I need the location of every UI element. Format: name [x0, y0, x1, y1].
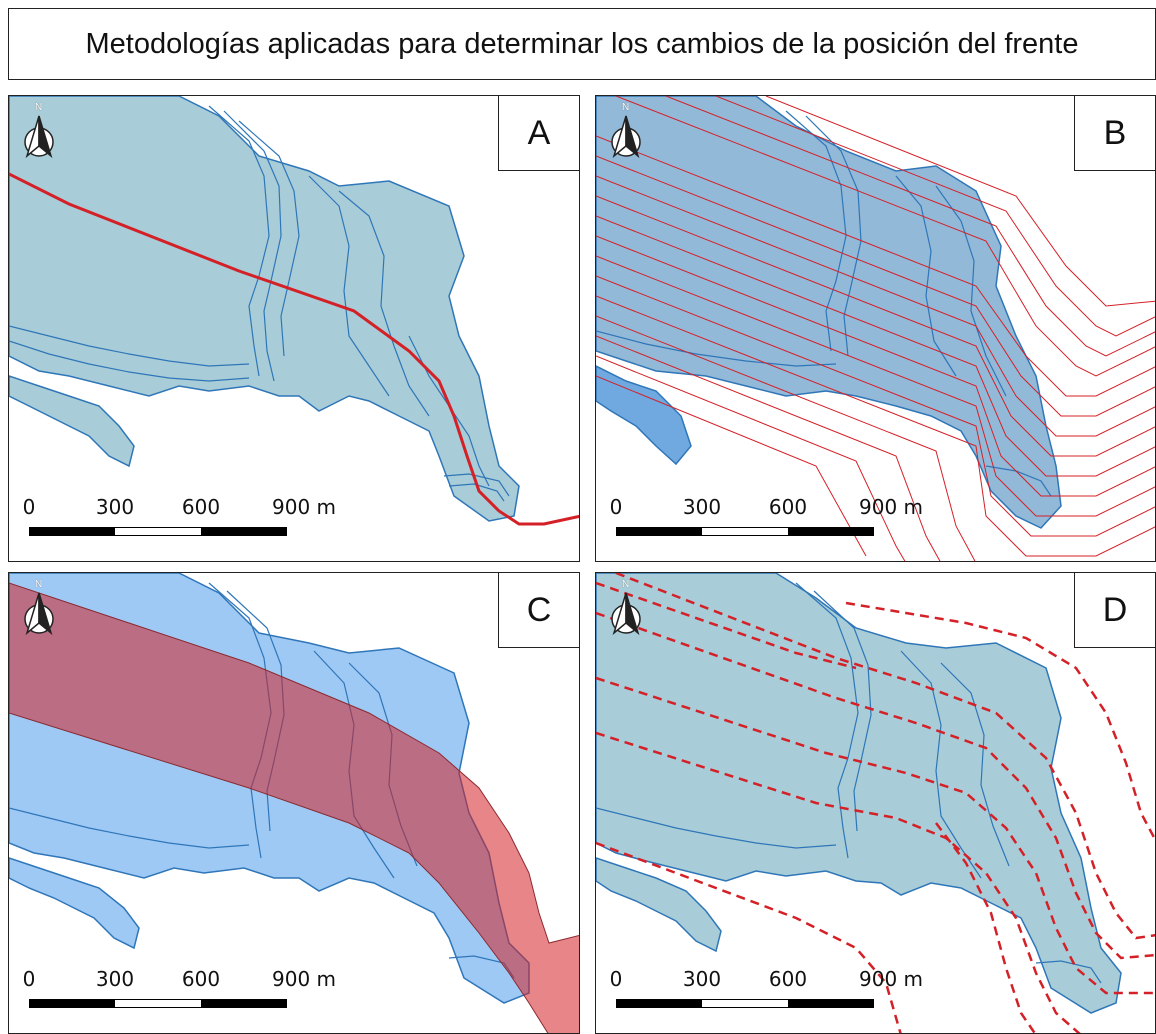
panel-label-b: B	[1074, 96, 1155, 171]
glacier-outlines	[596, 96, 1062, 529]
scale-tick: 0	[609, 495, 623, 519]
scale-tick: 900 m	[858, 495, 924, 519]
scale-tick: 300	[682, 967, 722, 991]
map-panel-a: N 0 300 600 900 m A	[8, 95, 580, 562]
scale-tick: 0	[22, 967, 36, 991]
map-canvas-d	[596, 573, 1155, 1033]
scale-tick: 900 m	[271, 495, 337, 519]
map-panel-c: N 0 300 600 900 m C	[8, 572, 580, 1034]
north-arrow-icon: N	[19, 579, 59, 639]
map-canvas-a	[9, 96, 579, 526]
scale-bar: 0 300 600 900 m	[606, 495, 923, 545]
centerline-path	[9, 172, 579, 526]
north-arrow-icon: N	[19, 102, 59, 162]
rectangle-box-fill	[9, 582, 579, 1033]
scale-tick: 600	[768, 967, 808, 991]
north-arrow-icon: N	[606, 102, 646, 162]
panel-label-c: C	[498, 573, 579, 648]
panel-label-a: A	[498, 96, 579, 171]
scale-tick: 300	[682, 495, 722, 519]
glacier-outlines	[9, 96, 520, 522]
curvilinear-transects	[596, 573, 1155, 1033]
map-panel-d: N 0 300 600 900 m D	[595, 572, 1156, 1034]
north-label: N	[35, 579, 43, 590]
north-arrow-icon: N	[606, 579, 646, 639]
north-label: N	[622, 102, 630, 113]
scale-tick: 900 m	[271, 967, 337, 991]
map-panel-b: N 0 300 600 900 m B	[595, 95, 1156, 562]
north-label: N	[35, 102, 43, 113]
scale-tick: 600	[181, 967, 221, 991]
scale-tick: 600	[181, 495, 221, 519]
scale-bar: 0 300 600 900 m	[19, 967, 336, 1017]
parallel-transects	[596, 96, 1155, 561]
map-canvas-c	[9, 573, 579, 1033]
figure-title: Metodologías aplicadas para determinar l…	[8, 8, 1156, 80]
scale-tick: 900 m	[858, 967, 924, 991]
scale-bar: 0 300 600 900 m	[606, 967, 923, 1017]
scale-tick: 300	[95, 967, 135, 991]
scale-tick: 0	[609, 967, 623, 991]
scale-tick: 300	[95, 495, 135, 519]
scale-tick: 600	[768, 495, 808, 519]
scale-bar: 0 300 600 900 m	[19, 495, 336, 545]
glacier-outlines	[596, 573, 1122, 1014]
map-canvas-b	[596, 96, 1155, 561]
panel-label-d: D	[1074, 573, 1155, 648]
scale-tick: 0	[22, 495, 36, 519]
north-label: N	[622, 579, 630, 590]
